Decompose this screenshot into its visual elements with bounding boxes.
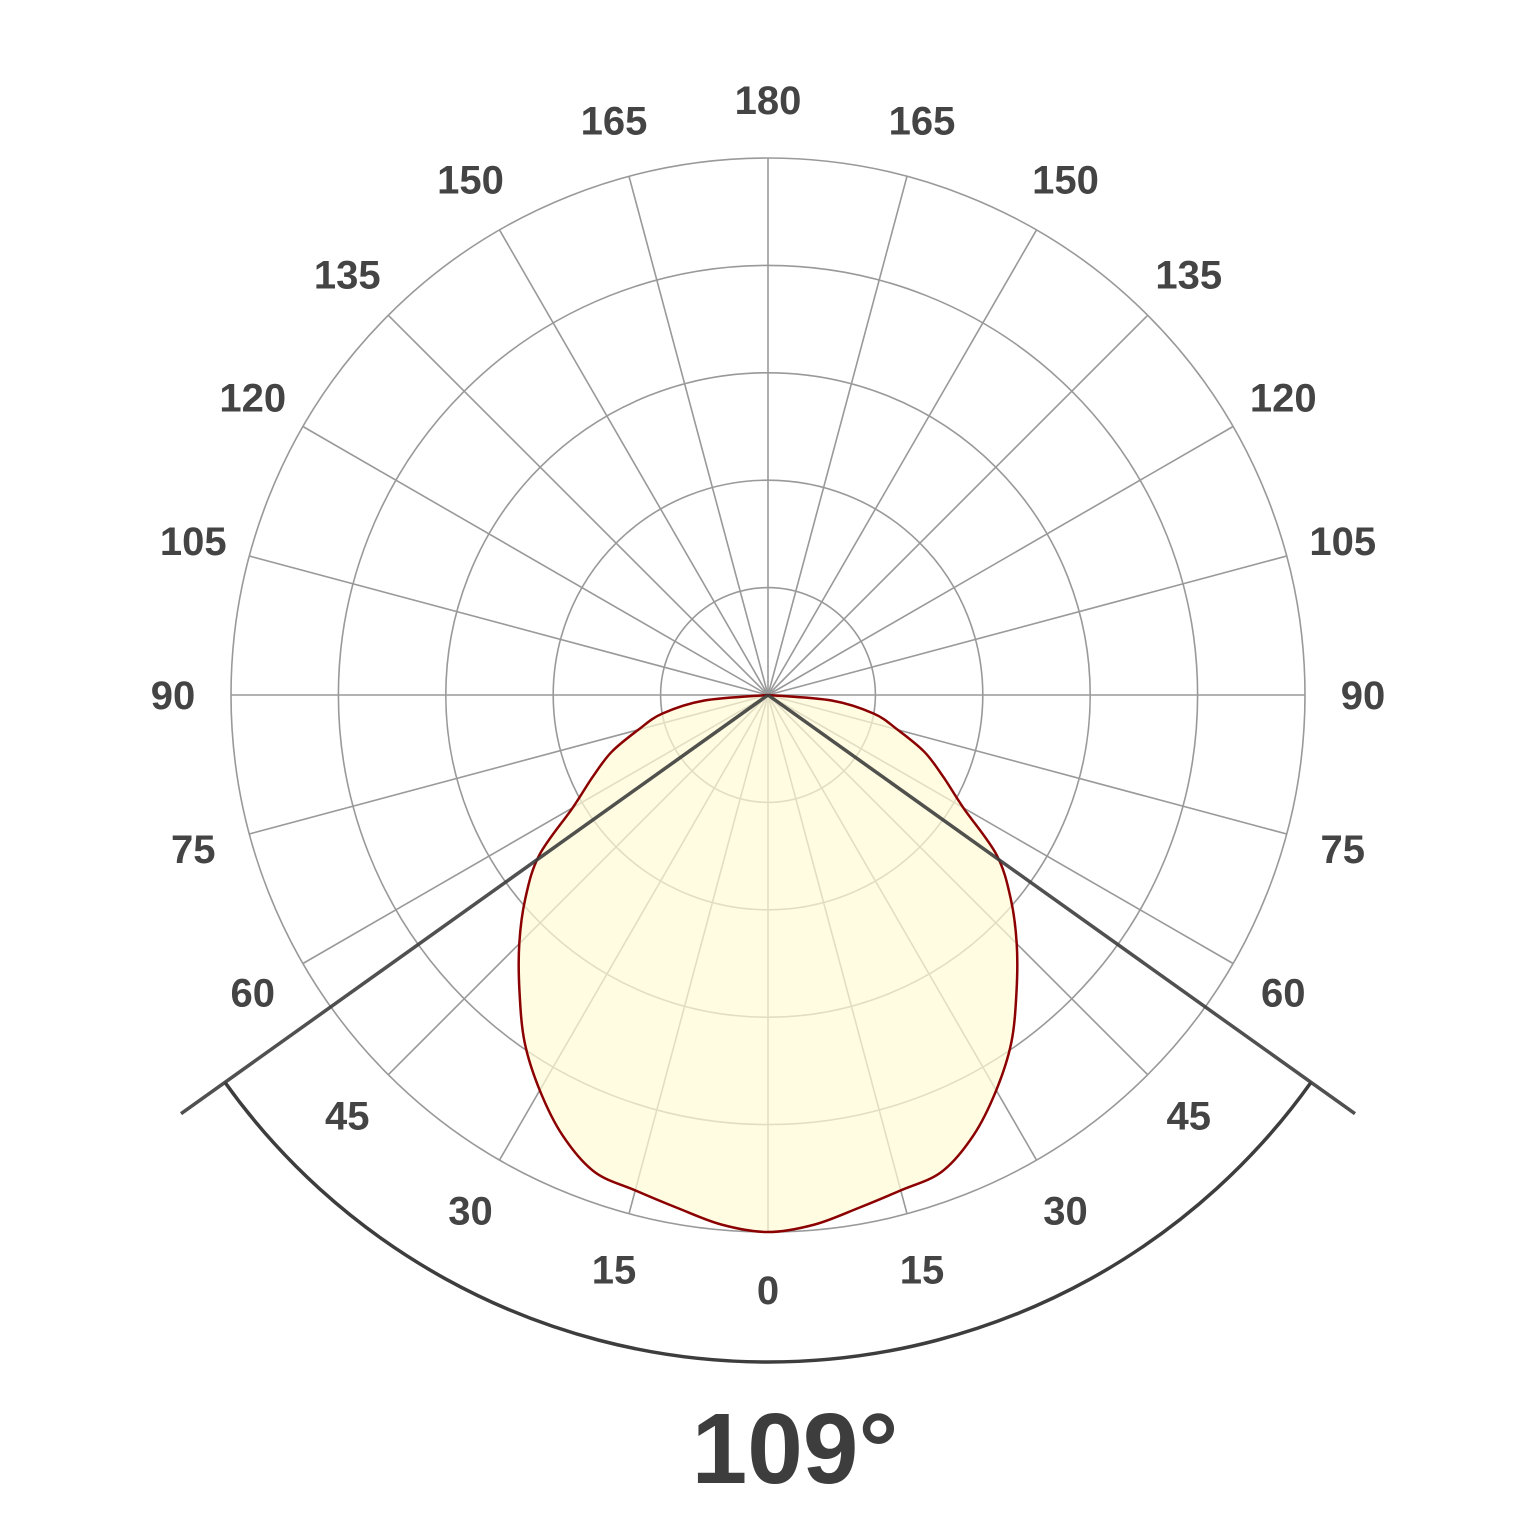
angle-label-right-75: 75	[1320, 828, 1365, 872]
angle-label-left-0: 0	[757, 1269, 779, 1313]
angle-label-left-90: 90	[151, 674, 196, 718]
grid-spoke-120	[767, 425, 1234, 696]
beam-angle-label: 109°	[692, 1393, 899, 1505]
grid-spoke-105	[767, 555, 1287, 696]
angle-label-right-60: 60	[1261, 972, 1306, 1016]
angle-label-left-150: 150	[437, 159, 504, 203]
angle-label-left-60: 60	[230, 972, 275, 1016]
grid-spoke-240	[302, 425, 769, 696]
grid-spoke-135	[767, 314, 1149, 696]
angle-label-left-105: 105	[160, 520, 227, 564]
angle-labels: 0 15 30 45 60 75 90 105 120 135 150 165 180 15 30 45 60 7…	[151, 79, 1386, 1313]
beam-line-left	[180, 693, 770, 1116]
intensity-curve-group	[517, 693, 1019, 1234]
grid-spoke-225	[387, 314, 769, 696]
angle-label-right-165: 165	[889, 99, 956, 143]
grid-spoke-255	[249, 555, 769, 696]
grid-spoke-210	[498, 229, 769, 696]
angle-label-left-45: 45	[325, 1095, 370, 1139]
angle-label-right-150: 150	[1032, 159, 1099, 203]
intensity-curve	[517, 693, 1019, 1234]
beam-line-right	[766, 693, 1356, 1116]
grid-spoke-165	[767, 176, 908, 696]
angle-label-left-120: 120	[219, 377, 286, 421]
angle-label-right-45: 45	[1166, 1095, 1211, 1139]
angle-label-right-120: 120	[1250, 377, 1317, 421]
angle-label-right-30: 30	[1043, 1189, 1088, 1233]
angle-label-left-30: 30	[448, 1189, 493, 1233]
angle-label-left-180: 180	[735, 79, 802, 123]
beam-arc	[223, 1081, 1313, 1364]
beam-angle-indicator	[180, 693, 1356, 1364]
angle-label-left-15: 15	[592, 1249, 637, 1293]
grid-spoke-195	[628, 176, 769, 696]
angle-label-right-135: 135	[1155, 253, 1222, 297]
angle-label-right-15: 15	[900, 1249, 945, 1293]
angle-label-left-75: 75	[171, 828, 216, 872]
angle-label-right-90: 90	[1341, 674, 1386, 718]
angle-label-right-105: 105	[1309, 520, 1376, 564]
angle-label-left-135: 135	[314, 253, 381, 297]
grid-spoke-150	[767, 229, 1038, 696]
angle-label-left-165: 165	[581, 99, 648, 143]
